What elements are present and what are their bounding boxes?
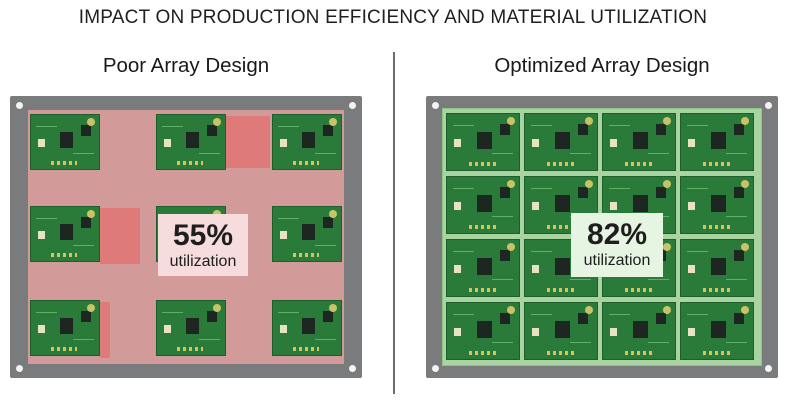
- main-title: IMPACT ON PRODUCTION EFFICIENCY AND MATE…: [78, 7, 708, 28]
- pcb-board-icon: [524, 302, 598, 360]
- poor-utilization-label: 55% utilization: [158, 214, 248, 276]
- pcb-board-icon: [680, 302, 754, 360]
- pcb-board-icon: [156, 114, 226, 170]
- waste-area: [100, 208, 140, 264]
- pcb-board-icon: [30, 300, 100, 356]
- pcb-board-icon: [446, 113, 520, 171]
- optimized-array-panel: 82% utilization: [426, 96, 778, 378]
- pcb-board-icon: [602, 113, 676, 171]
- pcb-board-icon: [524, 113, 598, 171]
- pcb-board-icon: [30, 206, 100, 262]
- pcb-board-icon: [680, 113, 754, 171]
- mounting-hole-icon: [349, 365, 356, 372]
- poor-design-heading: Poor Array Design: [102, 54, 270, 77]
- optimized-utilization-caption: utilization: [583, 252, 651, 269]
- pcb-board-icon: [446, 302, 520, 360]
- pcb-board-icon: [156, 300, 226, 356]
- poor-utilization-caption: utilization: [169, 253, 237, 270]
- waste-area: [226, 116, 270, 168]
- optimized-utilization-label: 82% utilization: [571, 213, 663, 277]
- pcb-board-icon: [524, 176, 598, 234]
- pcb-board-icon: [272, 206, 342, 262]
- center-divider: [393, 52, 395, 394]
- mounting-hole-icon: [765, 102, 772, 109]
- mounting-hole-icon: [432, 102, 439, 109]
- poor-utilization-percent: 55%: [172, 219, 234, 252]
- waste-area: [100, 302, 110, 358]
- pcb-board-icon: [446, 176, 520, 234]
- pcb-board-icon: [30, 114, 100, 170]
- mounting-hole-icon: [16, 365, 23, 372]
- mounting-hole-icon: [349, 102, 356, 109]
- mounting-hole-icon: [16, 102, 23, 109]
- pcb-board-icon: [680, 176, 754, 234]
- pcb-board-icon: [272, 114, 342, 170]
- mounting-hole-icon: [765, 365, 772, 372]
- poor-array-workspace: 55% utilization: [28, 110, 344, 364]
- pcb-board-icon: [446, 239, 520, 297]
- mounting-hole-icon: [432, 365, 439, 372]
- optimized-array-workspace: 82% utilization: [442, 108, 762, 366]
- pcb-board-icon: [602, 302, 676, 360]
- pcb-board-icon: [680, 239, 754, 297]
- optimized-design-heading: Optimized Array Design: [494, 54, 710, 77]
- optimized-utilization-percent: 82%: [586, 218, 648, 251]
- pcb-board-icon: [272, 300, 342, 356]
- poor-array-panel: 55% utilization: [10, 96, 362, 378]
